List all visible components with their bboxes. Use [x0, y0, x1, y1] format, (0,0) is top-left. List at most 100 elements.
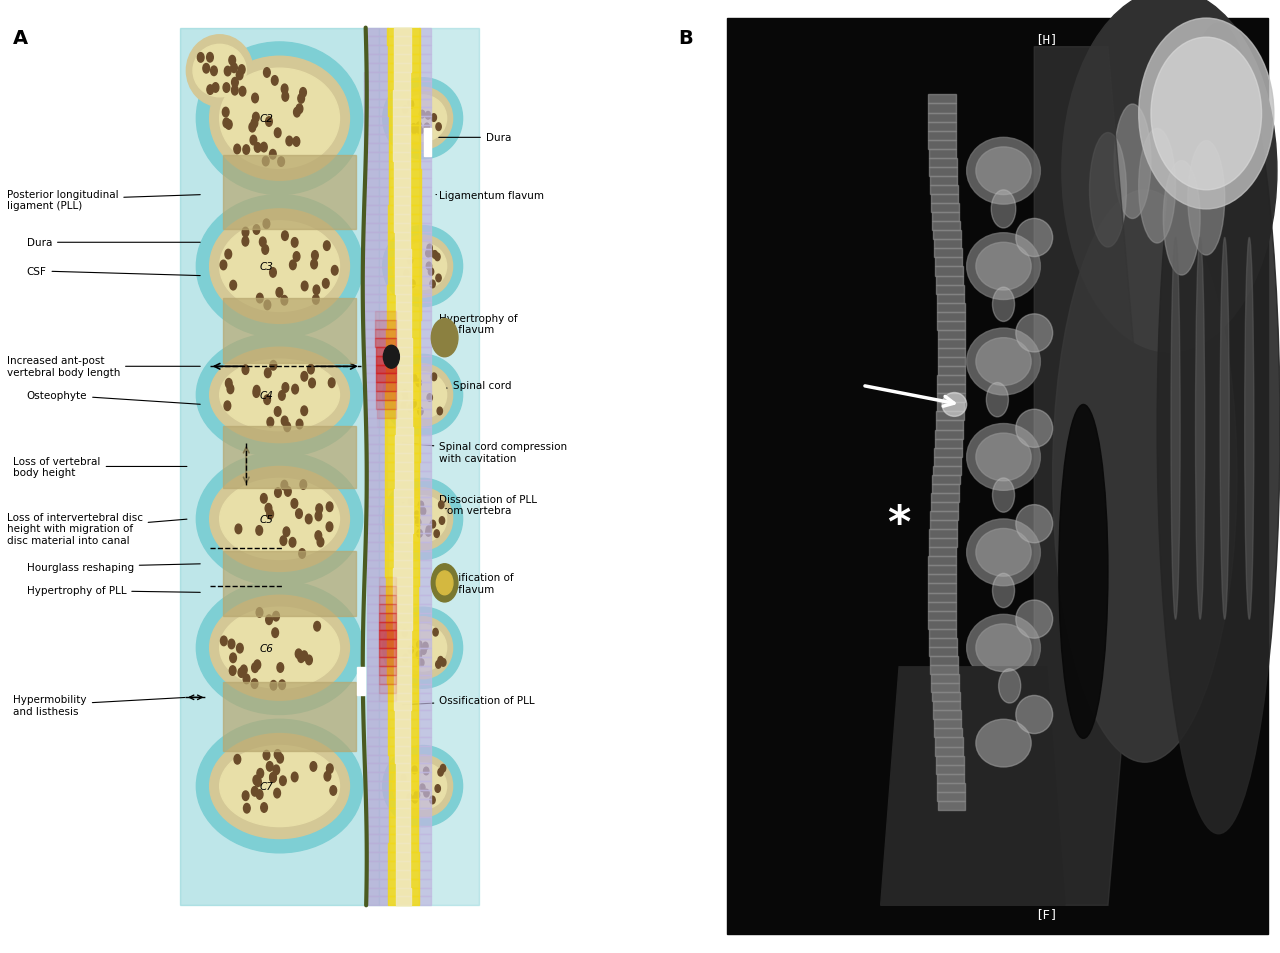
- Polygon shape: [929, 647, 957, 657]
- Polygon shape: [389, 171, 421, 179]
- Polygon shape: [366, 516, 388, 524]
- Polygon shape: [420, 268, 431, 276]
- Polygon shape: [420, 117, 431, 126]
- Circle shape: [416, 379, 421, 387]
- Ellipse shape: [383, 355, 462, 436]
- Circle shape: [207, 86, 214, 95]
- Polygon shape: [393, 631, 411, 639]
- Polygon shape: [396, 285, 411, 294]
- Polygon shape: [933, 701, 960, 711]
- Polygon shape: [388, 259, 421, 268]
- Ellipse shape: [1016, 696, 1052, 734]
- Polygon shape: [385, 365, 420, 374]
- Ellipse shape: [220, 222, 339, 313]
- Polygon shape: [394, 534, 412, 542]
- Ellipse shape: [436, 571, 453, 595]
- Polygon shape: [389, 755, 419, 763]
- Polygon shape: [367, 790, 389, 799]
- Polygon shape: [379, 675, 396, 684]
- Circle shape: [433, 252, 438, 259]
- Circle shape: [420, 784, 425, 792]
- Circle shape: [284, 422, 291, 432]
- Circle shape: [412, 796, 417, 803]
- Polygon shape: [937, 792, 965, 801]
- Polygon shape: [387, 622, 419, 631]
- Polygon shape: [364, 285, 388, 294]
- Polygon shape: [929, 168, 957, 176]
- Circle shape: [412, 766, 417, 774]
- Polygon shape: [394, 498, 412, 507]
- Polygon shape: [387, 303, 421, 312]
- Polygon shape: [389, 790, 419, 799]
- Circle shape: [279, 776, 287, 785]
- Polygon shape: [394, 693, 411, 701]
- Polygon shape: [367, 773, 389, 781]
- Circle shape: [223, 109, 229, 118]
- Polygon shape: [932, 204, 959, 213]
- Circle shape: [253, 660, 261, 670]
- Polygon shape: [396, 392, 412, 400]
- Polygon shape: [396, 374, 412, 383]
- Polygon shape: [420, 400, 431, 410]
- Polygon shape: [179, 29, 379, 905]
- Circle shape: [426, 250, 431, 257]
- Polygon shape: [396, 410, 412, 418]
- Ellipse shape: [383, 227, 462, 307]
- Polygon shape: [420, 64, 431, 72]
- Circle shape: [417, 530, 422, 537]
- Circle shape: [276, 754, 283, 763]
- Circle shape: [435, 785, 440, 793]
- Circle shape: [264, 220, 270, 230]
- Ellipse shape: [1059, 405, 1108, 739]
- Polygon shape: [420, 374, 431, 383]
- Polygon shape: [385, 436, 420, 445]
- Polygon shape: [364, 338, 388, 348]
- Polygon shape: [364, 171, 389, 179]
- Polygon shape: [420, 445, 431, 454]
- Polygon shape: [365, 454, 388, 462]
- Text: C4: C4: [260, 391, 273, 400]
- Polygon shape: [936, 747, 963, 756]
- Text: Hypermobility
and listhesis: Hypermobility and listhesis: [13, 695, 184, 716]
- Circle shape: [300, 89, 306, 98]
- Polygon shape: [385, 586, 419, 596]
- Ellipse shape: [220, 478, 339, 560]
- Polygon shape: [933, 466, 960, 476]
- Polygon shape: [375, 348, 396, 356]
- Polygon shape: [389, 799, 419, 808]
- Polygon shape: [394, 507, 412, 516]
- Polygon shape: [367, 701, 388, 711]
- Polygon shape: [365, 29, 388, 37]
- Circle shape: [329, 378, 335, 388]
- Polygon shape: [388, 99, 420, 109]
- Polygon shape: [396, 436, 412, 445]
- Polygon shape: [396, 817, 410, 825]
- Polygon shape: [937, 375, 965, 385]
- Circle shape: [293, 137, 300, 147]
- Polygon shape: [364, 330, 388, 338]
- Polygon shape: [388, 711, 419, 720]
- Polygon shape: [385, 427, 420, 436]
- Circle shape: [421, 647, 426, 655]
- Circle shape: [416, 651, 421, 659]
- Circle shape: [296, 509, 302, 518]
- Circle shape: [296, 420, 303, 430]
- Polygon shape: [928, 548, 956, 557]
- Circle shape: [435, 253, 440, 261]
- Polygon shape: [420, 250, 431, 259]
- Polygon shape: [389, 197, 421, 206]
- Polygon shape: [365, 383, 388, 392]
- Circle shape: [282, 85, 288, 94]
- Circle shape: [440, 764, 445, 772]
- Circle shape: [292, 772, 298, 781]
- Circle shape: [407, 257, 412, 265]
- Polygon shape: [934, 738, 963, 747]
- Polygon shape: [365, 472, 388, 480]
- Circle shape: [440, 659, 445, 666]
- Polygon shape: [393, 604, 412, 613]
- Polygon shape: [388, 879, 419, 887]
- Polygon shape: [379, 639, 396, 649]
- Polygon shape: [420, 507, 431, 516]
- Ellipse shape: [1188, 141, 1225, 255]
- Polygon shape: [938, 349, 965, 357]
